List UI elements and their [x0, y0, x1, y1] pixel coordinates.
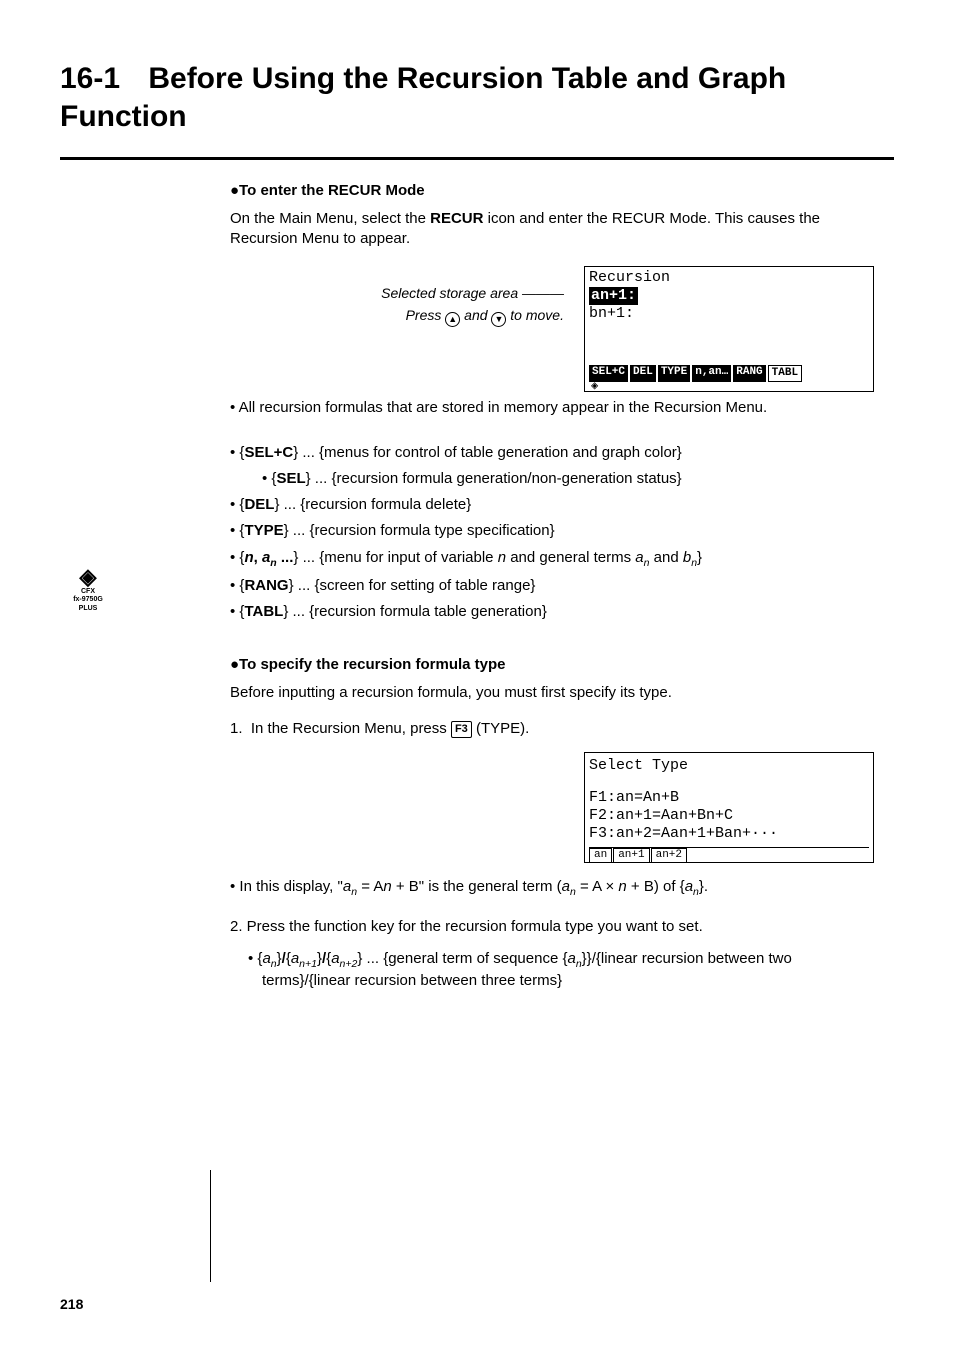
screen1-line3: bn+1: — [589, 305, 869, 323]
step-2: 2. Press the function key for the recurs… — [230, 917, 874, 937]
calc-screen-1: Recursion an+1: bn+1: SEL+C DEL TYPE n,a… — [584, 266, 874, 393]
menu-del: DEL — [630, 365, 656, 382]
screen2-f2: F2:an+1=Aan+Bn+C — [589, 807, 869, 825]
bullet-type: • {TYPE} ... {recursion formula type spe… — [230, 521, 874, 541]
bullet-del: • {DEL} ... {recursion formula delete} — [230, 495, 874, 515]
screen2-m3: an+2 — [651, 848, 687, 862]
bullet-sel: • {SEL} ... {recursion formula generatio… — [262, 469, 874, 489]
menu-rang: RANG — [733, 365, 765, 382]
screen2-title: Select Type — [589, 757, 869, 775]
subhead-enter-recur: ●To enter the RECUR Mode — [230, 182, 874, 199]
bullet-tabl: • {TABL} ... {recursion formula table ge… — [230, 602, 874, 622]
screen1-block: Selected storage area ——— Press ▲ and ▼ … — [230, 266, 874, 393]
screen2-m1: an — [589, 848, 612, 862]
bullet-rang: • {RANG} ... {screen for setting of tabl… — [230, 576, 874, 596]
section-number: 16-1 — [60, 60, 140, 98]
bullet-nan: • {n, an ...} ... {menu for input of var… — [230, 548, 874, 570]
bullet-formula-types: • {an}/{an+1}/{an+2} ... {general term o… — [248, 949, 874, 991]
intro-para: On the Main Menu, select the RECUR icon … — [230, 209, 874, 250]
screen1-line1: Recursion — [589, 269, 869, 287]
bullet-selc: • {SEL+C} ... {menus for control of tabl… — [230, 443, 874, 463]
model-sidenote: ◈ CFX fx-9750G PLUS — [48, 566, 128, 613]
step-1: 1. In the Recursion Menu, press F3 (TYPE… — [230, 719, 874, 739]
page-title: 16-1 Before Using the Recursion Table an… — [60, 60, 894, 135]
bullet-display-note: • In this display, "an = An + B" is the … — [230, 877, 874, 899]
menu-nan: n,an… — [692, 365, 731, 382]
menu-type: TYPE — [658, 365, 690, 382]
spec-para: Before inputting a recursion formula, yo… — [230, 683, 874, 703]
screen2-f1: F1:an=An+B — [589, 789, 869, 807]
subhead-specify-type: ●To specify the recursion formula type — [230, 656, 874, 673]
title-rule — [60, 157, 894, 160]
sidenote-l1: CFX — [48, 588, 128, 596]
arrow-indicator: ◈ — [589, 382, 869, 392]
menu-tabl: TABL — [768, 365, 802, 382]
screen2-menubar: an an+1 an+2 — [589, 847, 869, 862]
calc-screen-2: Select Type F1:an=An+B F2:an+1=Aan+Bn+C … — [584, 752, 874, 863]
screen2-f3: F3:an+2=Aan+1+Ban+··· — [589, 825, 869, 843]
sidenote-l2: fx-9750G — [48, 596, 128, 604]
screen2-m2: an+1 — [613, 848, 649, 862]
bullet-all-formulas: • All recursion formulas that are stored… — [230, 398, 874, 418]
page-number: 218 — [60, 1296, 83, 1312]
vertical-rule — [210, 1170, 211, 1282]
sidenote-l3: PLUS — [48, 605, 128, 613]
screen1-selected-row: an+1: — [589, 287, 638, 305]
title-text: Before Using the Recursion Table and Gra… — [60, 62, 786, 133]
screen1-menubar: SEL+C DEL TYPE n,an… RANG TABL — [589, 365, 869, 382]
diamond-icon: ◈ — [48, 566, 128, 588]
screen1-caption: Selected storage area ——— Press ▲ and ▼ … — [230, 266, 564, 327]
